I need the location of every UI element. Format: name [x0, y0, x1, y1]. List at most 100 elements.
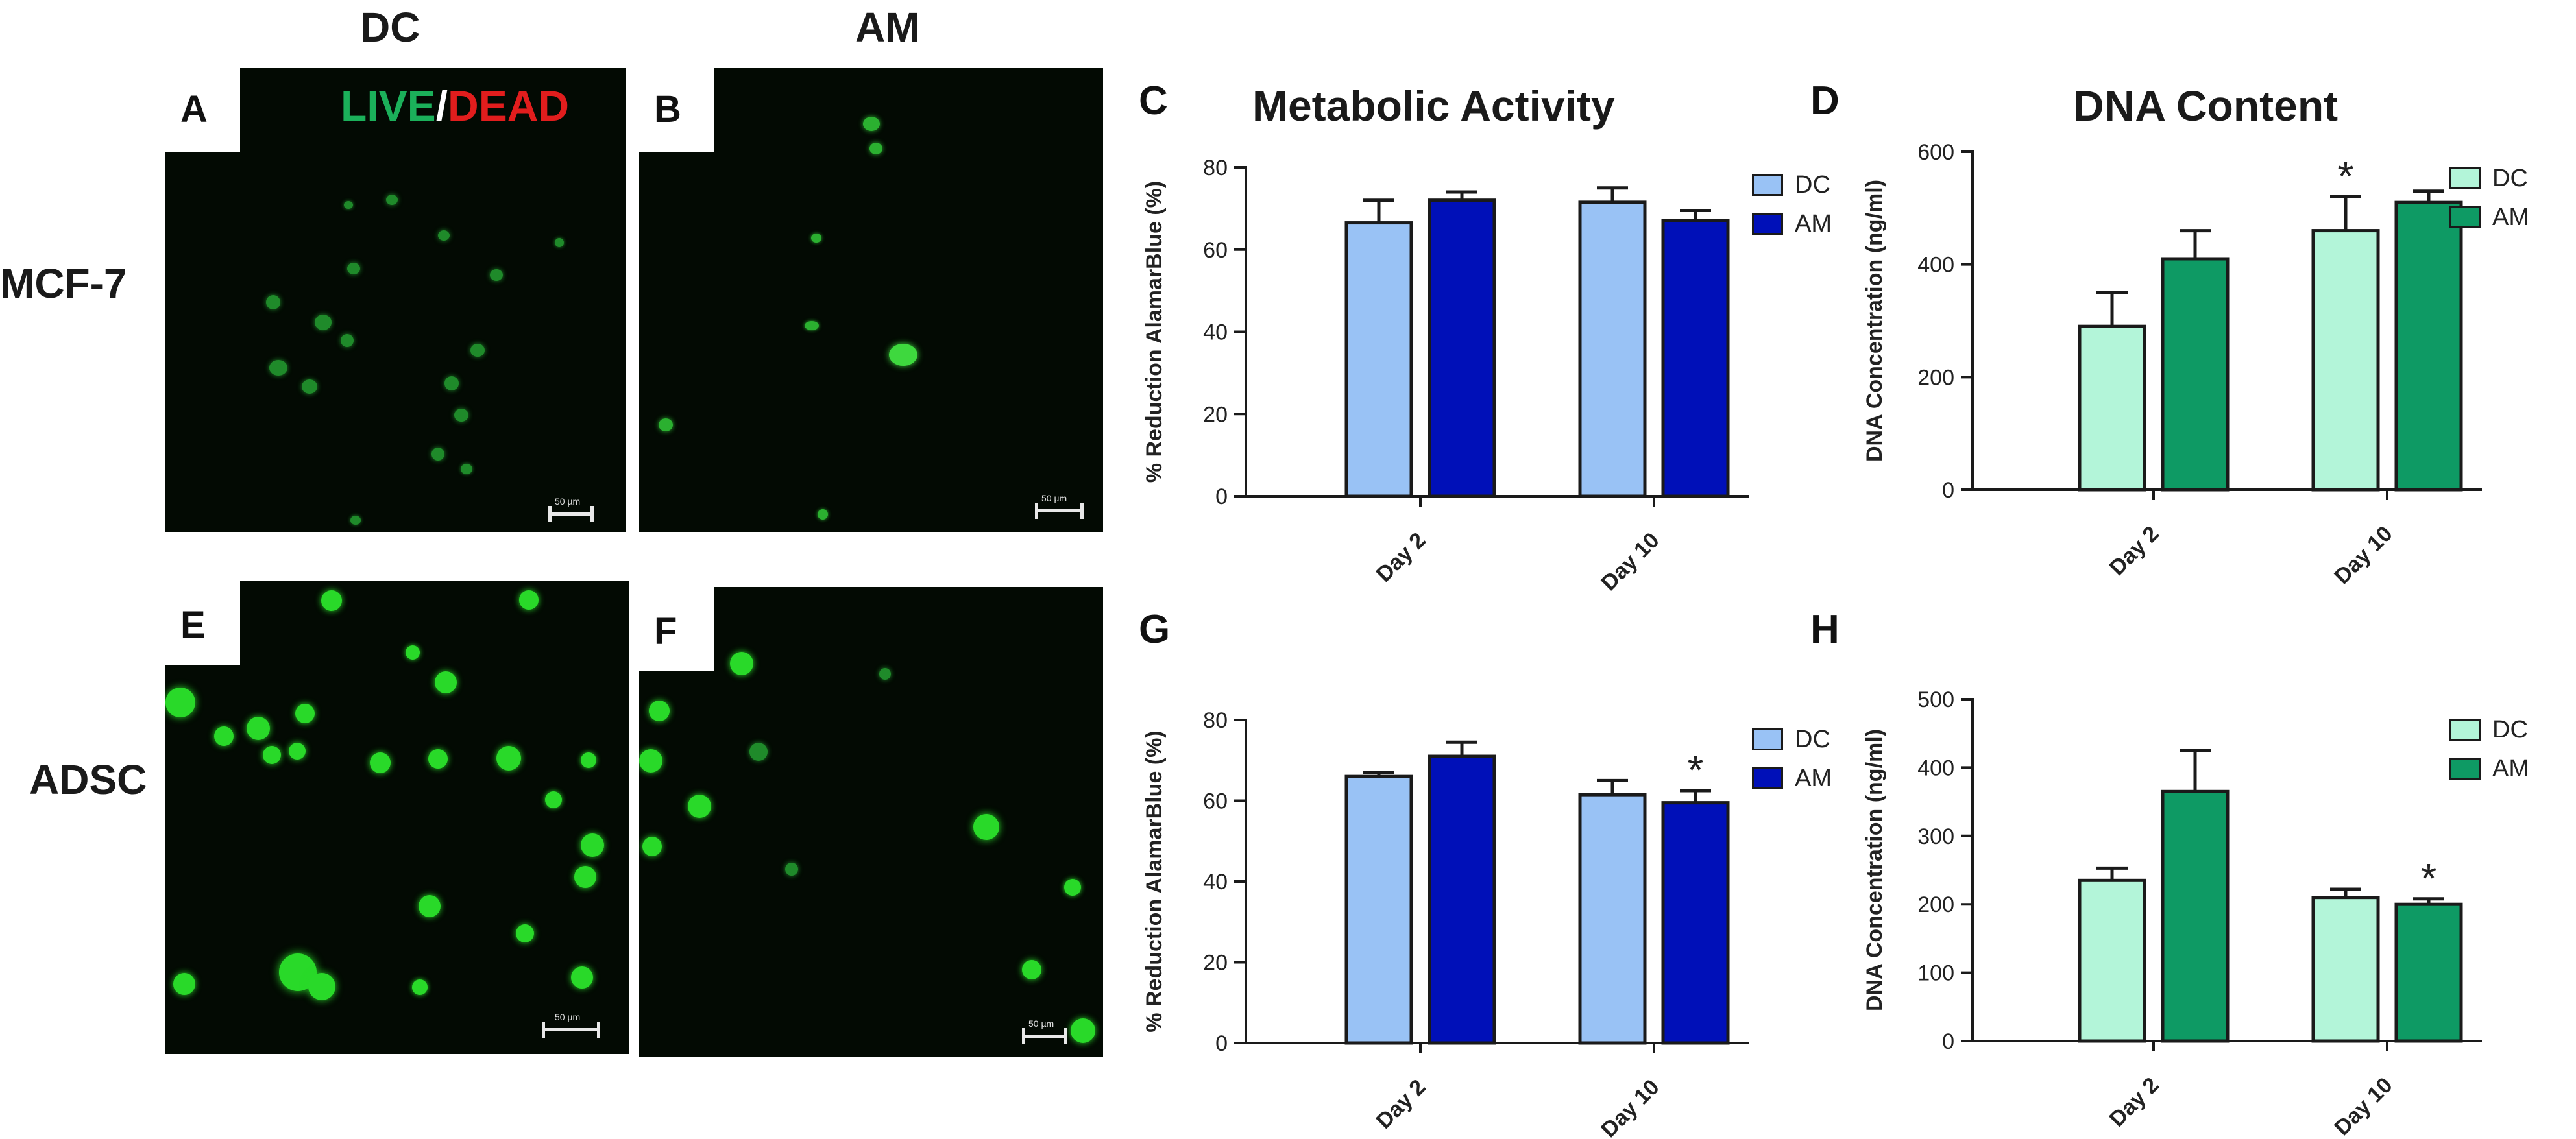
y-tick-label: 80: [1203, 708, 1228, 733]
legend-label-am: AM: [1795, 764, 1832, 792]
bar-am-day-10: [2394, 902, 2463, 1043]
x-tick-label: Day 10: [1596, 528, 1664, 595]
panel-label-a: A: [180, 88, 208, 130]
panel-label-b: B: [654, 88, 681, 130]
panel-label-f: F: [654, 610, 677, 653]
row-header-adsc: ADSC: [29, 756, 147, 803]
x-tick-label: Day 10: [2329, 1073, 2397, 1139]
panel-label-d: D: [1810, 78, 1840, 123]
legend-swatch-am: [2449, 206, 2481, 228]
scale-bar-label: 50 µm: [555, 496, 581, 507]
bar-am-day-2: [2161, 789, 2230, 1043]
live-dead-title: LIVE/DEAD: [341, 81, 569, 130]
y-tick-label: 100: [1917, 961, 1954, 986]
y-axis-label: % Reduction AlamarBlue (%): [1142, 730, 1167, 1032]
y-tick-label: 200: [1917, 365, 1954, 390]
panel-label-box: [165, 581, 240, 665]
panel-label-e: E: [180, 604, 206, 646]
scale-bar-label: 50 µm: [1028, 1018, 1054, 1029]
scale-bar: [1022, 1028, 1067, 1044]
scale-bar: [542, 1022, 600, 1038]
chart-title-d: DNA Content: [2073, 82, 2339, 130]
y-axis-label: % Reduction AlamarBlue (%): [1142, 181, 1167, 483]
bar-am-day-2: [2161, 257, 2230, 492]
row-header-mcf7: MCF-7: [0, 260, 127, 307]
y-axis-label: DNA Concentration (ng/ml): [1862, 729, 1887, 1011]
bar-dc-day-2: [1344, 774, 1413, 1045]
y-tick-label: 40: [1203, 320, 1228, 345]
slash-label: /: [435, 82, 448, 130]
bar-dc-day-10: [1578, 200, 1647, 498]
scale-bar-label: 50 µm: [1041, 493, 1067, 503]
legend-swatch-am: [1752, 767, 1783, 789]
legend-g: DC AM: [1752, 720, 1832, 798]
scale-bar: [1035, 503, 1084, 519]
y-tick-label: 200: [1917, 893, 1954, 917]
legend-swatch-am: [2449, 758, 2481, 780]
y-tick-label: 60: [1203, 789, 1228, 814]
micrograph-adsc-am: 50 µm: [639, 587, 1103, 1057]
legend-swatch-dc: [2449, 167, 2481, 189]
panel-label-box: [639, 587, 714, 671]
legend-swatch-dc: [2449, 719, 2481, 741]
x-tick-label: Day 2: [2105, 1073, 2164, 1132]
bar-dc-day-10: [2311, 896, 2380, 1043]
column-header-am: AM: [855, 4, 920, 51]
y-tick-label: 20: [1203, 951, 1228, 976]
y-axis-label: DNA Concentration (ng/ml): [1862, 180, 1887, 462]
x-tick-label: Day 2: [2105, 522, 2164, 581]
x-tick-label: Day 2: [1372, 1075, 1431, 1134]
significance-marker: *: [2338, 152, 2354, 199]
micrograph-adsc-dc: 50 µm: [165, 581, 629, 1054]
y-tick-label: 40: [1203, 870, 1228, 894]
bar-am-day-10: [1661, 219, 1730, 498]
y-tick-label: 400: [1917, 253, 1954, 278]
column-header-dc: DC: [360, 4, 420, 51]
panel-label-h: H: [1810, 607, 1840, 652]
y-tick-label: 0: [1215, 485, 1228, 509]
live-label: LIVE: [341, 82, 436, 130]
legend-label-am: AM: [1795, 210, 1832, 237]
bar-dc-day-2: [1344, 221, 1413, 498]
y-tick-label: 80: [1203, 156, 1228, 180]
legend-swatch-dc: [1752, 728, 1783, 750]
panel-label-c: C: [1139, 78, 1168, 123]
y-tick-label: 0: [1942, 478, 1954, 503]
scale-bar: [548, 506, 594, 522]
chart-title-c: Metabolic Activity: [1252, 82, 1615, 130]
panel-label-g: G: [1139, 607, 1171, 652]
legend-label-dc: DC: [1795, 725, 1830, 753]
micrograph-mcf7-dc: 50 µm: [165, 68, 626, 532]
x-tick-label: Day 2: [1372, 528, 1431, 587]
y-tick-label: 300: [1917, 824, 1954, 849]
y-tick-label: 500: [1917, 688, 1954, 712]
significance-marker: *: [1688, 747, 1704, 793]
legend-d: DC AM: [2449, 159, 2529, 237]
bar-am-day-10: [2394, 200, 2463, 492]
bar-dc-day-10: [1578, 793, 1647, 1045]
legend-swatch-dc: [1752, 174, 1783, 196]
x-tick-label: Day 10: [1596, 1075, 1664, 1139]
y-tick-label: 0: [1215, 1031, 1228, 1056]
y-tick-label: 600: [1917, 140, 1954, 165]
bar-dc-day-2: [2078, 324, 2146, 492]
legend-label-am: AM: [2492, 754, 2529, 782]
bar-am-day-2: [1428, 754, 1496, 1045]
bar-am-day-2: [1428, 198, 1496, 498]
legend-label-am: AM: [2492, 203, 2529, 231]
panel-label-box: [165, 68, 240, 152]
bar-am-day-10: [1661, 801, 1730, 1045]
bar-dc-day-2: [2078, 878, 2146, 1043]
legend-swatch-am: [1752, 213, 1783, 235]
y-tick-label: 400: [1917, 756, 1954, 780]
legend-c: DC AM: [1752, 165, 1832, 243]
legend-label-dc: DC: [1795, 171, 1830, 198]
y-tick-label: 60: [1203, 238, 1228, 263]
legend-label-dc: DC: [2492, 164, 2528, 192]
legend-label-dc: DC: [2492, 715, 2528, 743]
dead-label: DEAD: [448, 82, 570, 130]
panel-label-box: [639, 68, 714, 152]
scale-bar-label: 50 µm: [555, 1012, 581, 1022]
micrograph-mcf7-am: 50 µm: [639, 68, 1103, 532]
